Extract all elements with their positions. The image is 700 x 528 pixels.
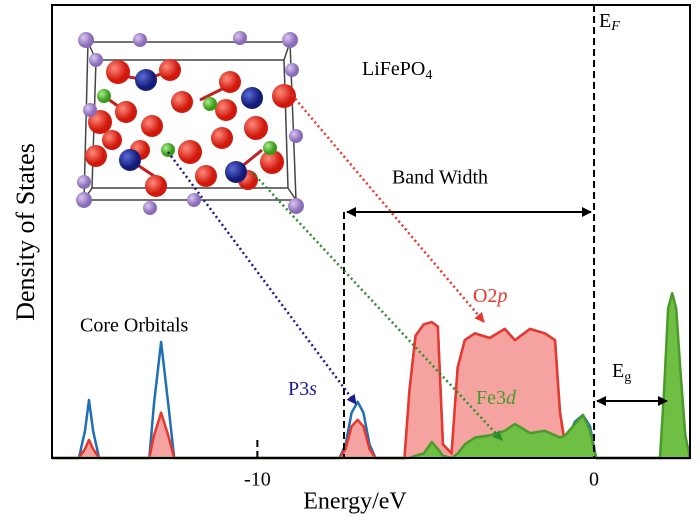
li-atoms <box>76 31 304 215</box>
fe-atoms <box>119 69 263 183</box>
area-fill <box>52 322 690 458</box>
gap-text: E <box>612 360 624 382</box>
crystal-inset <box>70 28 306 218</box>
x-tick-label: -10 <box>244 469 271 491</box>
fermi-text: E <box>599 10 611 32</box>
fe3d-pointer <box>251 171 503 441</box>
fermi-sub: F <box>610 19 620 34</box>
o2p-label: O2p <box>473 285 507 307</box>
p3s-text: P3 <box>288 378 309 400</box>
fe3d-italic: d <box>506 387 517 409</box>
p-atoms <box>97 89 277 157</box>
o-atoms <box>85 59 296 197</box>
material-text: LiFePO <box>362 58 425 80</box>
fe3d-text: Fe3 <box>476 387 506 409</box>
fermi-label: EF <box>599 10 620 35</box>
o2p-italic: p <box>495 285 507 307</box>
gap-sub: g <box>624 370 631 385</box>
fe3d-label: Fe3d <box>476 387 517 409</box>
p3s-italic: s <box>309 378 317 400</box>
frame <box>51 4 691 459</box>
core-label: Core Orbitals <box>80 315 189 337</box>
x-tick-label: 0 <box>589 469 599 491</box>
gap-label: Eg <box>612 360 631 386</box>
p3s-label: P3s <box>288 378 317 400</box>
o2p-pointer <box>291 94 485 323</box>
band-width-label: Band Width <box>392 167 488 189</box>
x-axis-label: Energy/eV <box>303 489 407 515</box>
o2p-text: O2 <box>473 285 497 307</box>
material-label: LiFePO4 <box>362 58 432 84</box>
material-sub: 4 <box>425 68 432 83</box>
y-axis-label: Density of States <box>11 143 40 321</box>
